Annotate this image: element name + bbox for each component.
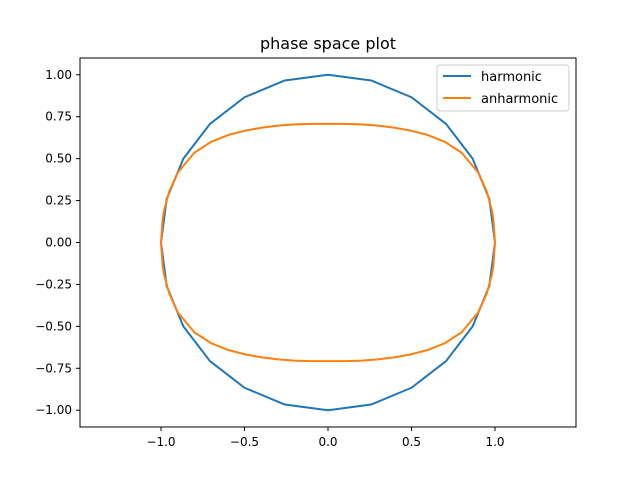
legend: harmonic anharmonic xyxy=(436,64,570,112)
x-tick-label: −1.0 xyxy=(146,435,175,449)
x-tick-label: −0.5 xyxy=(230,435,259,449)
x-tick-label: 1.0 xyxy=(485,435,504,449)
y-tick-label: −0.25 xyxy=(35,277,72,291)
y-tick-label: 0.50 xyxy=(45,152,72,166)
legend-label-harmonic: harmonic xyxy=(481,70,542,85)
y-tick-label: 0.00 xyxy=(45,236,72,250)
y-tick-label: 0.25 xyxy=(45,194,72,208)
y-tick-label: 1.00 xyxy=(45,68,72,82)
y-tick-label: −1.00 xyxy=(35,403,72,417)
x-tick-label: 0.0 xyxy=(318,435,337,449)
y-tick-label: −0.75 xyxy=(35,361,72,375)
y-tick-label: 0.75 xyxy=(45,110,72,124)
legend-label-anharmonic: anharmonic xyxy=(481,92,558,107)
y-axis-ticks: −1.00 −0.75 −0.50 −0.25 0.00 0.25 0.50 0.75 1.00 xyxy=(35,68,80,417)
x-axis-ticks: −1.0 −0.5 0.0 0.5 1.0 xyxy=(146,427,505,449)
y-tick-label: −0.50 xyxy=(35,319,72,333)
series-line-anharmonic xyxy=(160,122,496,363)
x-tick-label: 0.5 xyxy=(402,435,421,449)
chart-title: phase space plot xyxy=(260,34,396,53)
series-layer xyxy=(160,73,496,412)
